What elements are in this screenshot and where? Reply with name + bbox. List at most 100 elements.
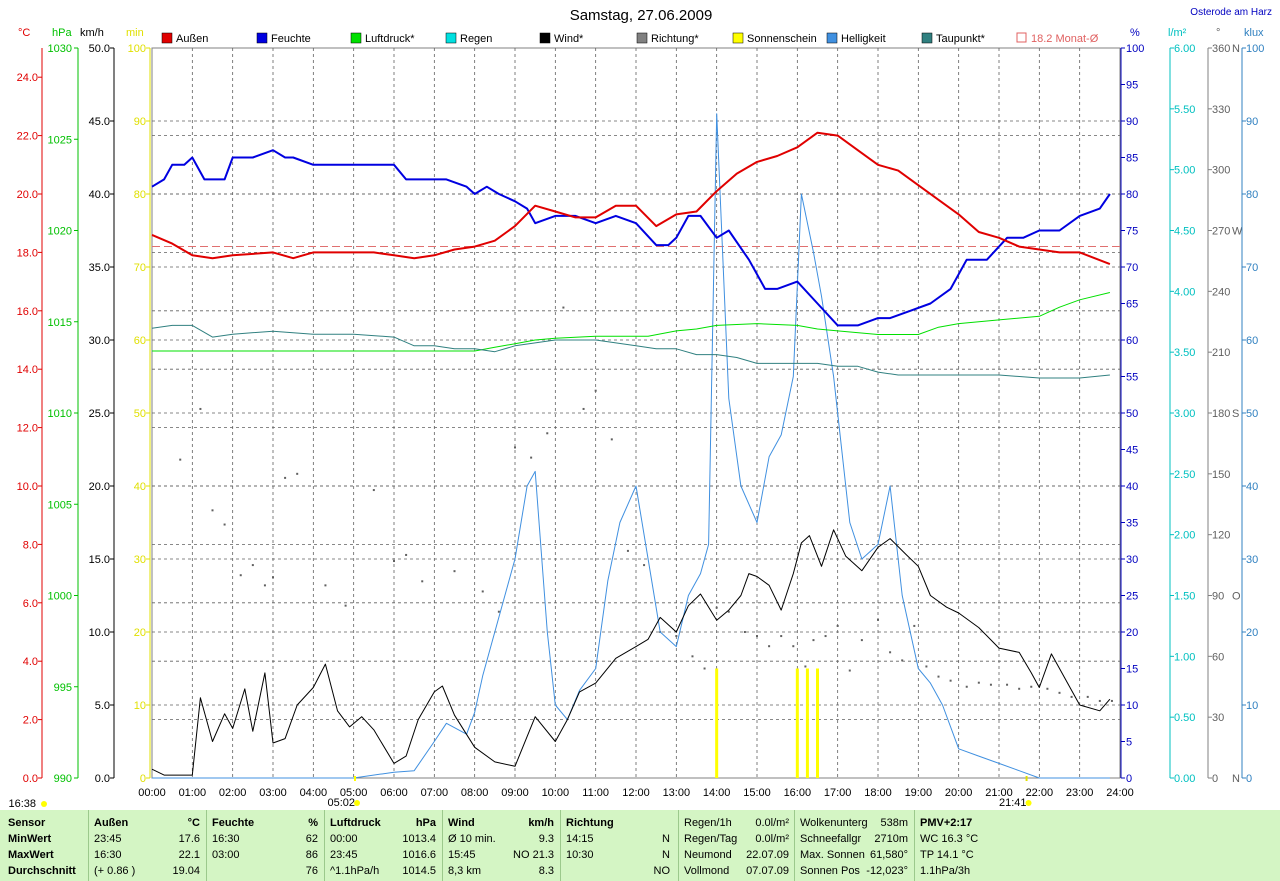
direction-tick-label: 240	[1212, 286, 1230, 298]
x-tick-label: 00:00	[138, 787, 166, 799]
footer-col-header: Außen	[94, 817, 129, 829]
unit-label: klux	[1244, 27, 1264, 39]
sun-tick-label: 60	[134, 335, 146, 347]
footer-col-unit: %	[308, 817, 318, 829]
weather-chart: Samstag, 27.06.2009 Osterode am Harz Auß…	[8, 7, 1272, 810]
sun-tick-label: 10	[134, 700, 146, 712]
footer-row-label: Durchschnitt	[8, 865, 76, 877]
wind-tick-label: 0.0	[95, 773, 110, 785]
legend-label: Außen	[176, 33, 208, 45]
lux-tick-label: 40	[1246, 481, 1258, 493]
direction-point	[889, 651, 892, 654]
footer-time: 8,3 km	[448, 865, 482, 877]
rain-tick-label: 1.50	[1174, 591, 1195, 603]
pressure-tick-label: 1025	[48, 134, 72, 146]
footer-value: 17.6	[178, 833, 200, 845]
direction-compass-label: N	[1232, 43, 1240, 55]
humidity-tick-label: 50	[1126, 408, 1138, 420]
x-tick-label: 09:00	[501, 787, 529, 799]
direction-tick-label: 210	[1212, 347, 1230, 359]
humidity-tick-label: 10	[1126, 700, 1138, 712]
x-tick-label: 01:00	[179, 787, 207, 799]
direction-point	[562, 306, 565, 309]
direction-point	[768, 645, 771, 648]
direction-point	[703, 667, 706, 670]
pressure-tick-label: 1005	[48, 499, 72, 511]
footer-info-value: 538m	[880, 817, 908, 829]
humidity-tick-label: 90	[1126, 116, 1138, 128]
legend-entry: Sonnenschein	[732, 32, 817, 45]
rain-tick-label: 5.00	[1174, 165, 1195, 177]
footer-col-header: Richtung	[566, 817, 614, 829]
direction-point	[626, 549, 629, 552]
wind-tick-label: 35.0	[89, 262, 110, 274]
legend-entry: Luftdruck*	[350, 32, 415, 45]
footer-info-label: Max. Sonnen	[800, 849, 865, 861]
location-label: Osterode am Harz	[1190, 7, 1272, 18]
sun-tick-label: 30	[134, 554, 146, 566]
direction-point	[223, 523, 226, 526]
footer-time: 14:15	[566, 833, 594, 845]
direction-point	[263, 584, 266, 587]
temp-tick-label: 24.0	[17, 72, 38, 84]
direction-point	[743, 631, 746, 633]
direction-point	[610, 438, 613, 441]
wind-tick-label: 25.0	[89, 408, 110, 420]
direction-point	[1070, 695, 1073, 698]
direction-point	[514, 446, 516, 449]
x-tick-label: 15:00	[743, 787, 771, 799]
direction-point	[1030, 685, 1033, 688]
rain-tick-label: 4.50	[1174, 226, 1195, 238]
sunshine-bar	[816, 668, 819, 778]
footer-info-label: Schneefallgr	[800, 833, 862, 845]
direction-point	[393, 560, 395, 563]
footer-value: NO	[653, 865, 671, 877]
legend-label: Feuchte	[271, 33, 311, 45]
direction-point	[824, 635, 827, 638]
x-tick-label: 23:00	[1066, 787, 1094, 799]
footer-time: ^1.1hPa/h	[330, 865, 380, 877]
x-tick-label: 14:00	[703, 787, 731, 799]
legend-swatch	[636, 32, 648, 44]
footer-value: 1013.4	[402, 833, 436, 845]
pressure-tick-label: 1000	[48, 591, 72, 603]
x-tick-label: 17:00	[824, 787, 852, 799]
direction-point	[860, 639, 863, 642]
humidity-tick-label: 55	[1126, 372, 1138, 384]
grid	[151, 47, 1121, 779]
sun-tick-label: 20	[134, 627, 146, 639]
lux-tick-label: 90	[1246, 116, 1258, 128]
direction-tick-label: 150	[1212, 469, 1230, 481]
direction-compass-label: W	[1232, 226, 1243, 238]
sun-tick-label: 90	[134, 116, 146, 128]
rain-tick-label: 3.00	[1174, 408, 1195, 420]
wind-tick-label: 15.0	[89, 554, 110, 566]
footer-value: 9.3	[538, 833, 554, 845]
x-tick-label: 22:00	[1026, 787, 1054, 799]
lux-tick-label: 30	[1246, 554, 1258, 566]
direction-point	[804, 665, 807, 668]
humidity-tick-label: 40	[1126, 481, 1138, 493]
axes: 0.0 2.0 4.0 6.0 8.0 10.0 12.0 14.0 16.0 18.0 20.0 2…	[17, 43, 1265, 785]
temp-tick-label: 2.0	[23, 715, 38, 727]
direction-point	[780, 635, 783, 638]
x-tick-label: 16:00	[784, 787, 812, 799]
legend-label: Wind*	[554, 33, 584, 45]
pressure-tick-label: 990	[54, 773, 72, 785]
x-tick-label: 18:00	[864, 787, 892, 799]
footer-value: NO 21.3	[513, 849, 554, 861]
unit-label: km/h	[80, 27, 104, 39]
sun-marker	[41, 801, 47, 807]
direction-point	[211, 509, 214, 512]
legend-entry: Regen	[445, 32, 492, 45]
direction-point	[1058, 691, 1061, 694]
footer-info-value: 22.07.09	[746, 849, 789, 861]
direction-tick-label: 0	[1212, 773, 1218, 785]
direction-tick-label: 90	[1212, 591, 1224, 603]
footer-time: 16:30	[212, 833, 240, 845]
series-line-wind	[151, 529, 1111, 776]
sun-time-label: 05:02	[327, 797, 355, 809]
direction-point	[284, 476, 287, 479]
sun-tick-label: 100	[128, 43, 146, 55]
direction-point	[481, 590, 484, 593]
